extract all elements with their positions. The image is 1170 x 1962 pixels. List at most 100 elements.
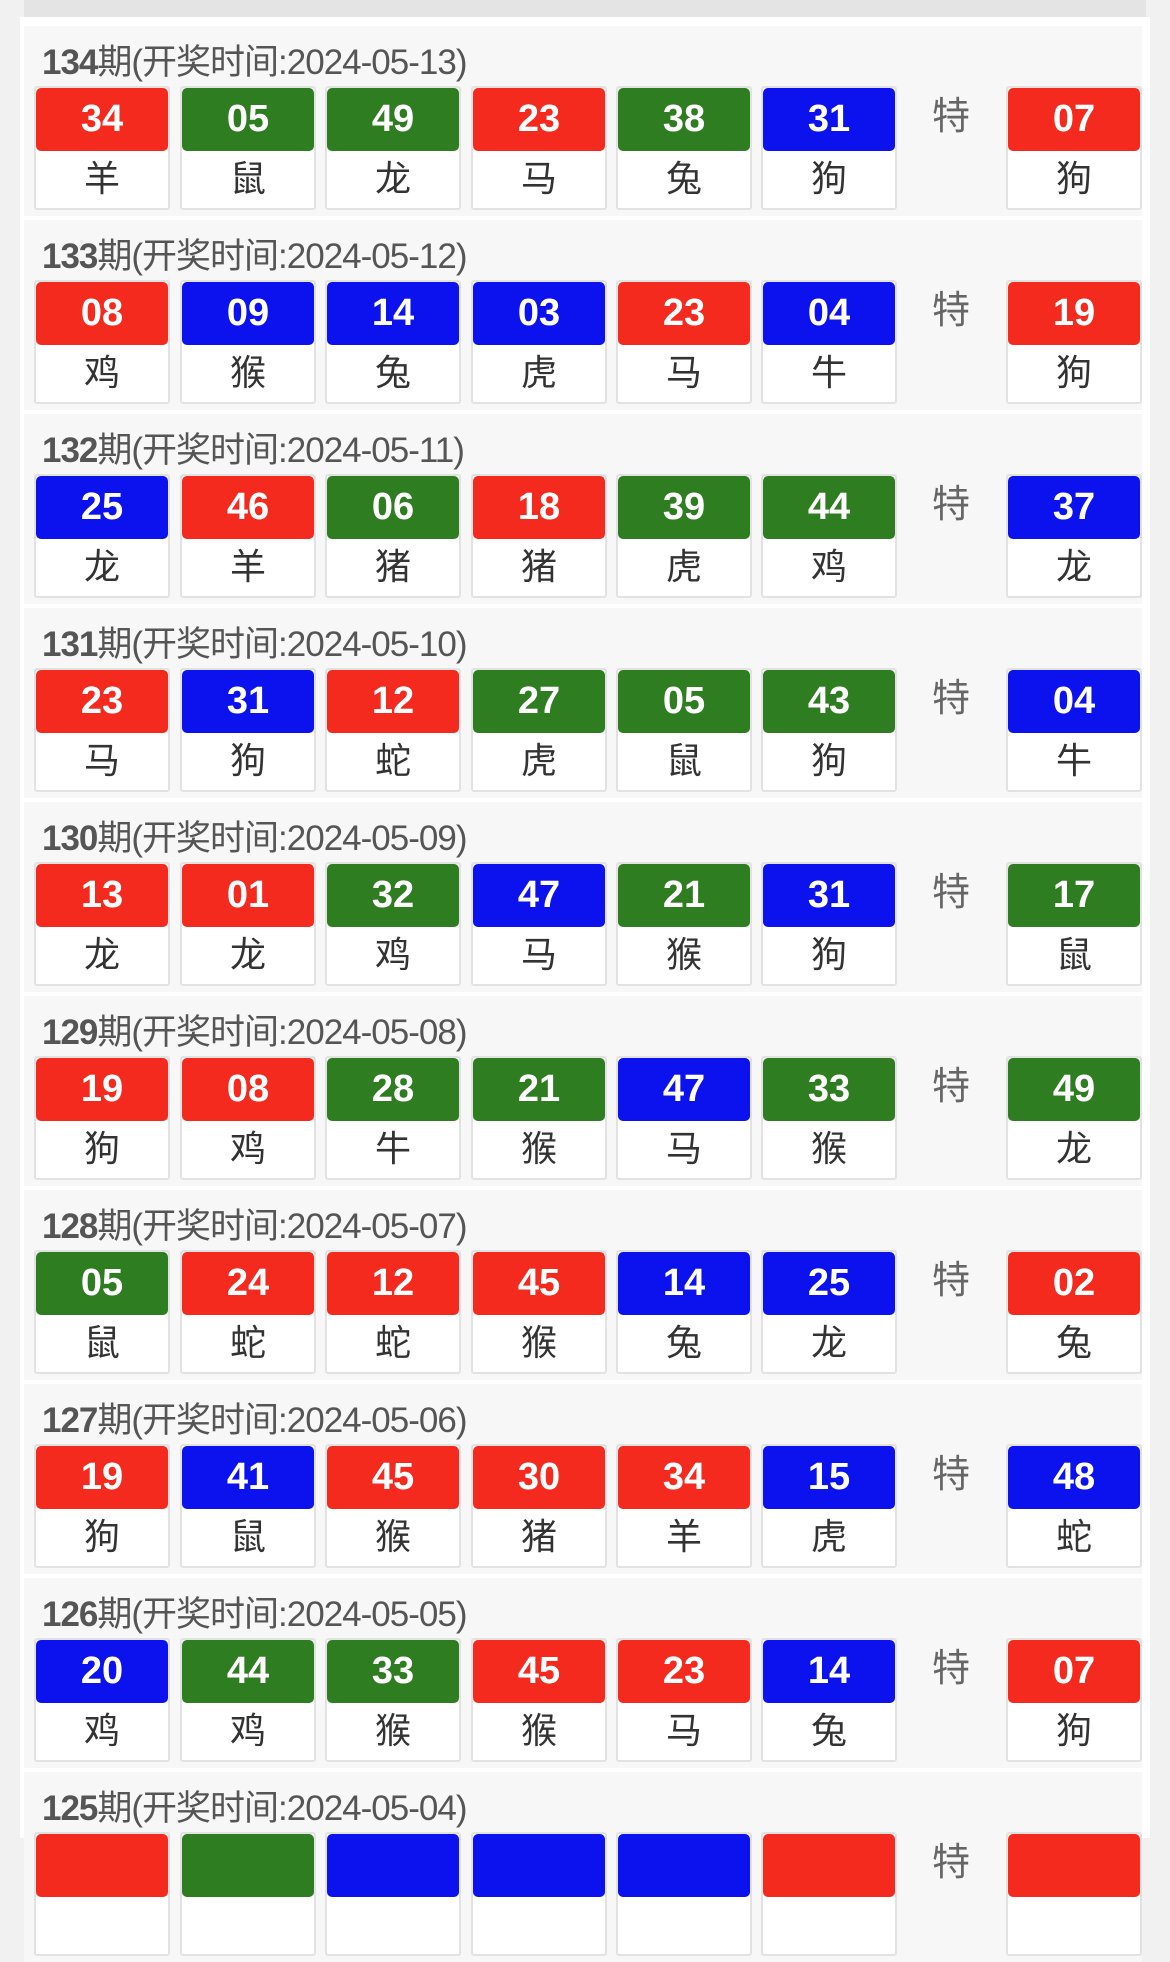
zodiac-label: 兔 <box>374 353 411 394</box>
zodiac-label: 猪 <box>520 1517 557 1558</box>
ball-number: 14 <box>618 1252 750 1315</box>
ball-cell: 24 蛇 <box>180 1250 316 1374</box>
ball-number: 34 <box>36 88 168 151</box>
zodiac-label: 兔 <box>810 1711 847 1752</box>
zodiac-label: 猪 <box>374 547 411 588</box>
ball-number: 21 <box>618 864 750 927</box>
zodiac-label: 猴 <box>374 1711 411 1752</box>
ball-number: 25 <box>36 476 168 539</box>
zodiac-label: 狗 <box>810 935 847 976</box>
zodiac-label: 蛇 <box>229 1323 266 1364</box>
ball-number: 07 <box>1008 1640 1140 1703</box>
issue-number: 133 <box>42 237 98 276</box>
zodiac-label: 猴 <box>520 1711 557 1752</box>
ball-number: 46 <box>182 476 314 539</box>
zodiac-label: 猪 <box>520 547 557 588</box>
ball-cell: 39 虎 <box>616 474 752 598</box>
ball-cell: 05 鼠 <box>180 86 316 210</box>
zodiac-label <box>473 1897 605 1955</box>
draw-date: 期(开奖时间:2024-05-04) <box>97 1789 467 1828</box>
zodiac-label: 龙 <box>229 935 266 976</box>
issue-number: 127 <box>42 1401 98 1440</box>
ball-cell: 23 马 <box>471 86 607 210</box>
ball-number: 49 <box>1008 1058 1140 1121</box>
zodiac-label: 狗 <box>810 159 847 200</box>
ball-number: 04 <box>1008 670 1140 733</box>
zodiac-label: 羊 <box>229 547 266 588</box>
ball-cell: 23 马 <box>616 280 752 404</box>
ball-number <box>327 1834 459 1897</box>
ball-number: 17 <box>1008 864 1140 927</box>
special-label: 特 <box>931 482 970 526</box>
special-label: 特 <box>931 1064 970 1108</box>
draw-record: 126期(开奖时间:2024-05-05) 20 鸡 44 鸡 33 猴 45 猴 23 马 14 兔特… <box>24 1578 1142 1768</box>
ball-cell: 47 马 <box>616 1056 752 1180</box>
ball-number: 23 <box>618 282 750 345</box>
ball-number <box>1008 1834 1140 1897</box>
zodiac-label: 蛇 <box>374 741 411 782</box>
zodiac-label: 鸡 <box>374 935 411 976</box>
zodiac-label <box>36 1897 168 1955</box>
ball-cell: 04 牛 <box>1006 668 1142 792</box>
ball-number: 31 <box>182 670 314 733</box>
zodiac-label: 鸡 <box>83 353 120 394</box>
draw-date: 期(开奖时间:2024-05-08) <box>97 1013 467 1052</box>
ball-number: 12 <box>327 1252 459 1315</box>
zodiac-label: 蛇 <box>374 1323 411 1364</box>
issue-number: 132 <box>42 431 98 470</box>
zodiac-label: 龙 <box>83 935 120 976</box>
ball-number: 18 <box>473 476 605 539</box>
special-label: 特 <box>931 288 970 332</box>
ball-cell: 19 狗 <box>34 1056 170 1180</box>
draw-title: 128期(开奖时间:2024-05-07) <box>42 1198 467 1249</box>
ball-number: 30 <box>473 1446 605 1509</box>
draw-record: 125期(开奖时间:2024-05-04) 特 <box>24 1772 1142 1962</box>
ball-cell: 13 龙 <box>34 862 170 986</box>
zodiac-label: 马 <box>520 159 557 200</box>
ball-number: 09 <box>182 282 314 345</box>
draw-date: 期(开奖时间:2024-05-12) <box>97 237 467 276</box>
ball-cell: 34 羊 <box>616 1444 752 1568</box>
ball-number: 34 <box>618 1446 750 1509</box>
ball-number: 14 <box>327 282 459 345</box>
ball-cell: 05 鼠 <box>34 1250 170 1374</box>
ball-cell: 44 鸡 <box>180 1638 316 1762</box>
draw-record: 134期(开奖时间:2024-05-13) 34 羊 05 鼠 49 龙 23 马 38 兔 31 狗特… <box>24 26 1142 216</box>
ball-number <box>182 1834 314 1897</box>
ball-number: 27 <box>473 670 605 733</box>
ball-cell <box>325 1832 461 1956</box>
ball-number: 05 <box>618 670 750 733</box>
issue-number: 131 <box>42 625 98 664</box>
ball-cell: 12 蛇 <box>325 1250 461 1374</box>
ball-number: 41 <box>182 1446 314 1509</box>
ball-cell <box>180 1832 316 1956</box>
ball-cell <box>1006 1832 1142 1956</box>
draw-record: 129期(开奖时间:2024-05-08) 19 狗 08 鸡 28 牛 21 猴 47 马 33 猴特… <box>24 996 1142 1186</box>
draw-date: 期(开奖时间:2024-05-13) <box>97 43 467 82</box>
special-label: 特 <box>931 870 970 914</box>
zodiac-label: 龙 <box>1055 547 1092 588</box>
ball-cell: 20 鸡 <box>34 1638 170 1762</box>
zodiac-label: 狗 <box>229 741 266 782</box>
ball-cell: 06 猪 <box>325 474 461 598</box>
ball-cell: 21 猴 <box>616 862 752 986</box>
ball-number: 32 <box>327 864 459 927</box>
ball-cell: 04 牛 <box>761 280 897 404</box>
zodiac-label: 猴 <box>520 1323 557 1364</box>
ball-number: 19 <box>1008 282 1140 345</box>
ball-cell: 41 鼠 <box>180 1444 316 1568</box>
ball-number: 01 <box>182 864 314 927</box>
ball-number: 48 <box>1008 1446 1140 1509</box>
ball-cell: 47 马 <box>471 862 607 986</box>
ball-cell: 18 猪 <box>471 474 607 598</box>
ball-number: 25 <box>763 1252 895 1315</box>
ball-cell: 37 龙 <box>1006 474 1142 598</box>
ball-cell: 28 牛 <box>325 1056 461 1180</box>
ball-cell: 27 虎 <box>471 668 607 792</box>
issue-number: 129 <box>42 1013 98 1052</box>
zodiac-label: 龙 <box>1055 1129 1092 1170</box>
issue-number: 126 <box>42 1595 98 1634</box>
draw-title: 132期(开奖时间:2024-05-11) <box>42 422 465 473</box>
zodiac-label: 鸡 <box>83 1711 120 1752</box>
draw-title: 129期(开奖时间:2024-05-08) <box>42 1004 467 1055</box>
